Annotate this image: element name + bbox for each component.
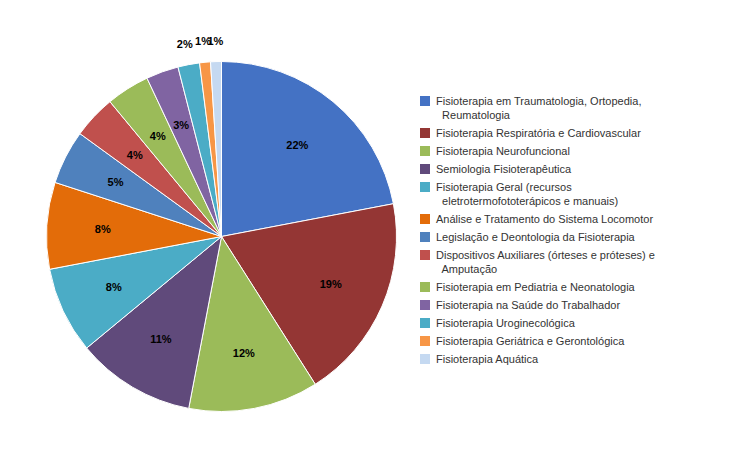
html-text:Dispositivos Auxiliares (órtes: Dispositivos Auxiliares (órteses e próte… [436, 248, 655, 275]
svg-text:4%: 4% [127, 149, 143, 161]
html-text:Legislação e Deontologia da Fi: Legislação e Deontologia da Fisioterapia [436, 230, 635, 243]
svg-text:1%: 1% [207, 35, 223, 47]
svg-text:22%: 22% [286, 139, 308, 151]
html-text:Fisioterapia Geral (recursos e: Fisioterapia Geral (recursos eletrotermo… [436, 180, 619, 207]
svg-text:2%: 2% [177, 38, 193, 50]
svg-text:3%: 3% [173, 119, 189, 131]
svg-text:1%: 1% [195, 35, 211, 48]
html-text:Fisioterapia na Saúde do Traba: Fisioterapia na Saúde do Trabalhador [436, 298, 621, 311]
svg-text:8%: 8% [95, 223, 111, 235]
svg-text:8%: 8% [106, 281, 122, 293]
html-text:Fisioterapia em Traumatologia,: Fisioterapia em Traumatologia, Ortopedia… [436, 94, 642, 121]
html-text:Análise e Tratamento do Sistem: Análise e Tratamento do Sistema Locomoto… [436, 212, 654, 225]
html-text:Fisioterapia em Pediatria e Ne: Fisioterapia em Pediatria e Neonatologia [436, 280, 635, 293]
svg-text:19%: 19% [320, 278, 342, 290]
svg-text:11%: 11% [150, 333, 172, 345]
svg-text:4%: 4% [150, 130, 166, 142]
html-text:Semiologia Fisioterapêutica: Semiologia Fisioterapêutica [436, 162, 572, 175]
svg-text:12%: 12% [233, 347, 255, 359]
html-text:Fisioterapia Aquática: Fisioterapia Aquática [436, 352, 539, 365]
svg-text:5%: 5% [108, 176, 124, 188]
html-text:Fisioterapia Respiratória e Ca: Fisioterapia Respiratória e Cardiovascul… [436, 126, 641, 139]
html-text:Fisioterapia Neurofuncional: Fisioterapia Neurofuncional [436, 144, 570, 157]
html-text:Fisioterapia Geriátrica e Gero: Fisioterapia Geriátrica e Gerontológica [436, 334, 625, 347]
html-text:Fisioterapia Uroginecológica: Fisioterapia Uroginecológica [436, 316, 575, 329]
